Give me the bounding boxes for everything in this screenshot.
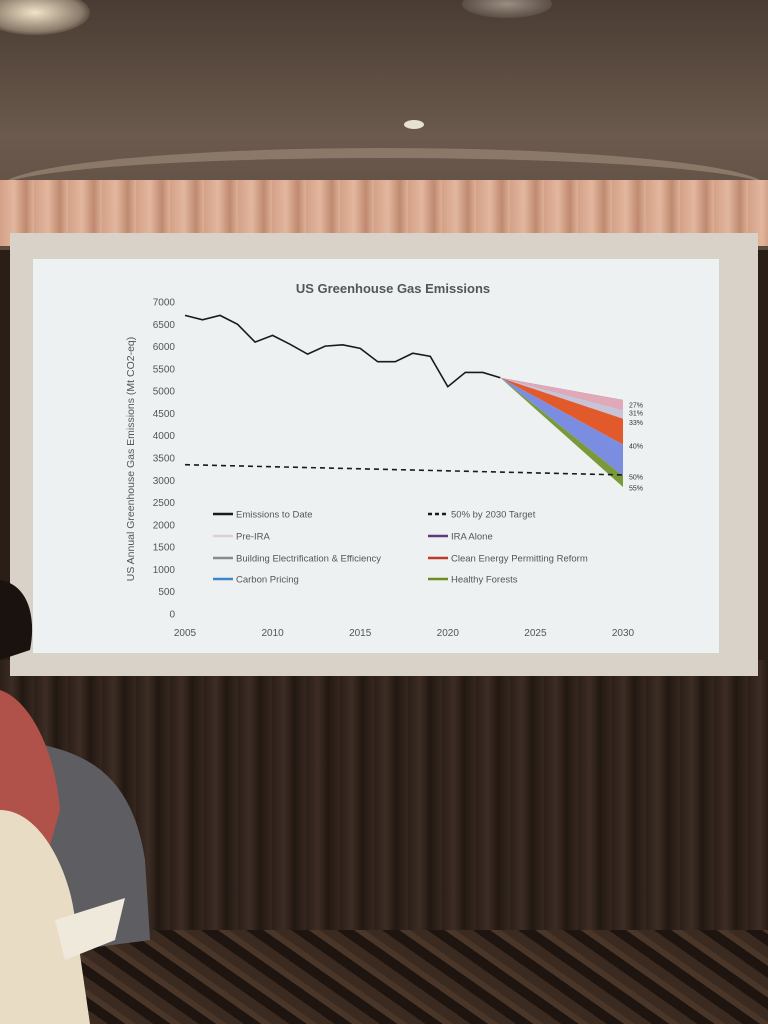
percent-label: 33% (629, 420, 643, 427)
audience-person-cream (0, 810, 90, 1024)
y-axis-ticks: 0 500 1000 1500 2000 2500 3000 3500 4000 4500 5000… (153, 298, 176, 621)
x-tick-label: 2015 (349, 628, 372, 639)
y-tick-label: 500 (158, 587, 175, 598)
legend-label: Emissions to Date (236, 510, 313, 521)
percent-label: 50% (629, 475, 643, 482)
legend-label: Carbon Pricing (236, 575, 299, 586)
legend-label: Building Electrification & Efficiency (236, 554, 381, 565)
percent-label: 31% (629, 411, 643, 418)
legend: Emissions to Date 50% by 2030 Target Pre-I… (213, 510, 588, 586)
audience-head (0, 580, 33, 660)
y-tick-label: 1500 (153, 543, 176, 554)
audience-silhouettes (0, 580, 150, 1024)
legend-label: 50% by 2030 Target (451, 510, 536, 521)
ceiling-light-center (462, 0, 552, 18)
y-tick-label: 5500 (153, 364, 176, 375)
y-tick-label: 3500 (153, 454, 176, 465)
series-line-emissions (184, 314, 501, 388)
series-lines (184, 314, 624, 476)
x-axis-ticks: 2005 2010 2015 2020 2025 2030 (174, 628, 635, 639)
y-tick-label: 2500 (153, 498, 176, 509)
x-tick-label: 2025 (524, 628, 547, 639)
legend-label: IRA Alone (451, 532, 493, 543)
percent-label: 40% (629, 444, 643, 451)
x-tick-label: 2005 (174, 628, 197, 639)
percent-label: 27% (629, 403, 643, 410)
slide: US Greenhouse Gas Emissions US Annual Gr… (33, 259, 719, 653)
y-tick-label: 6000 (153, 342, 176, 353)
projection-areas (500, 377, 623, 487)
ceiling-light-small (404, 120, 424, 129)
ceiling-arch (0, 148, 768, 208)
x-tick-label: 2020 (437, 628, 460, 639)
x-tick-label: 2010 (261, 628, 284, 639)
y-tick-label: 0 (169, 610, 175, 621)
x-tick-label: 2030 (612, 628, 635, 639)
series-line-target (184, 463, 624, 476)
y-tick-label: 1000 (153, 565, 176, 576)
y-tick-label: 4000 (153, 431, 176, 442)
audience-paper (55, 898, 125, 960)
legend-label: Healthy Forests (451, 575, 518, 586)
carpet-floor (0, 930, 768, 1024)
legend-label: Pre-IRA (236, 532, 270, 543)
y-tick-label: 7000 (153, 298, 176, 309)
chart-title: US Greenhouse Gas Emissions (296, 281, 490, 296)
projection-area-3 (500, 377, 623, 419)
y-tick-label: 4500 (153, 409, 176, 420)
y-tick-label: 6500 (153, 320, 176, 331)
legend-label: Clean Energy Permitting Reform (451, 554, 588, 565)
percent-label: 55% (629, 485, 643, 492)
emissions-chart: US Greenhouse Gas Emissions US Annual Gr… (125, 281, 643, 639)
y-tick-label: 2000 (153, 520, 176, 531)
y-axis-label: US Annual Greenhouse Gas Emissions (Mt C… (125, 337, 137, 582)
projection-area-6 (500, 377, 623, 487)
y-tick-label: 5000 (153, 387, 176, 398)
projection-area-1 (500, 377, 623, 410)
projection-area-5 (500, 377, 623, 476)
y-tick-label: 3000 (153, 476, 176, 487)
percent-labels: 27%31% 33% 40% 50% 55% (629, 403, 643, 493)
